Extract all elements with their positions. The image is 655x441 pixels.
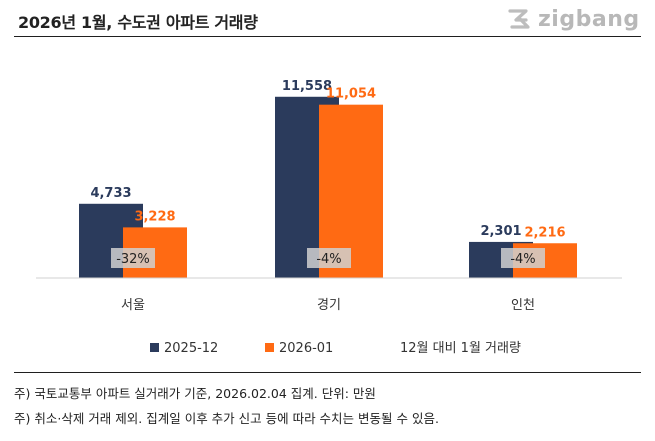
legend-note: 12월 대비 1월 거래량 (400, 341, 521, 356)
change-label: -4% (316, 252, 341, 267)
change-label: -4% (510, 252, 535, 267)
brand-logo: zigbang (506, 4, 646, 34)
zigbang-logo-icon (508, 9, 530, 29)
change-label-box (307, 248, 351, 268)
change-label-box (501, 248, 545, 268)
brand-name: zigbang (538, 6, 640, 32)
legend-label-2026-01: 2026-01 (279, 341, 333, 356)
category-label: 경기 (317, 298, 341, 313)
change-label-box (111, 248, 155, 268)
chart-title: 2026년 1월, 수도권 아파트 거래량 (18, 13, 258, 32)
value-label: 4,733 (90, 186, 131, 201)
value-label: 11,558 (282, 79, 332, 94)
value-label: 2,216 (524, 225, 565, 240)
legend-swatch-2025-12 (150, 343, 159, 352)
legend-label-2025-12: 2025-12 (164, 341, 218, 356)
bottom-rule (14, 372, 641, 373)
legend-swatch-2026-01 (265, 343, 274, 352)
category-label: 서울 (121, 298, 145, 313)
value-label: 3,228 (134, 209, 175, 224)
value-label: 2,301 (480, 224, 521, 239)
category-label: 인천 (511, 298, 535, 313)
footnote-source: 주) 국토교통부 아파트 실거래가 기준, 2026.02.04 집계. 단위:… (14, 386, 376, 401)
value-label: 11,054 (326, 87, 376, 102)
top-rule (14, 36, 641, 37)
change-label: -32% (116, 252, 150, 267)
footnote-disclaimer: 주) 취소·삭제 거래 제외. 집계일 이후 추가 신고 등에 따라 수치는 변… (14, 411, 439, 426)
